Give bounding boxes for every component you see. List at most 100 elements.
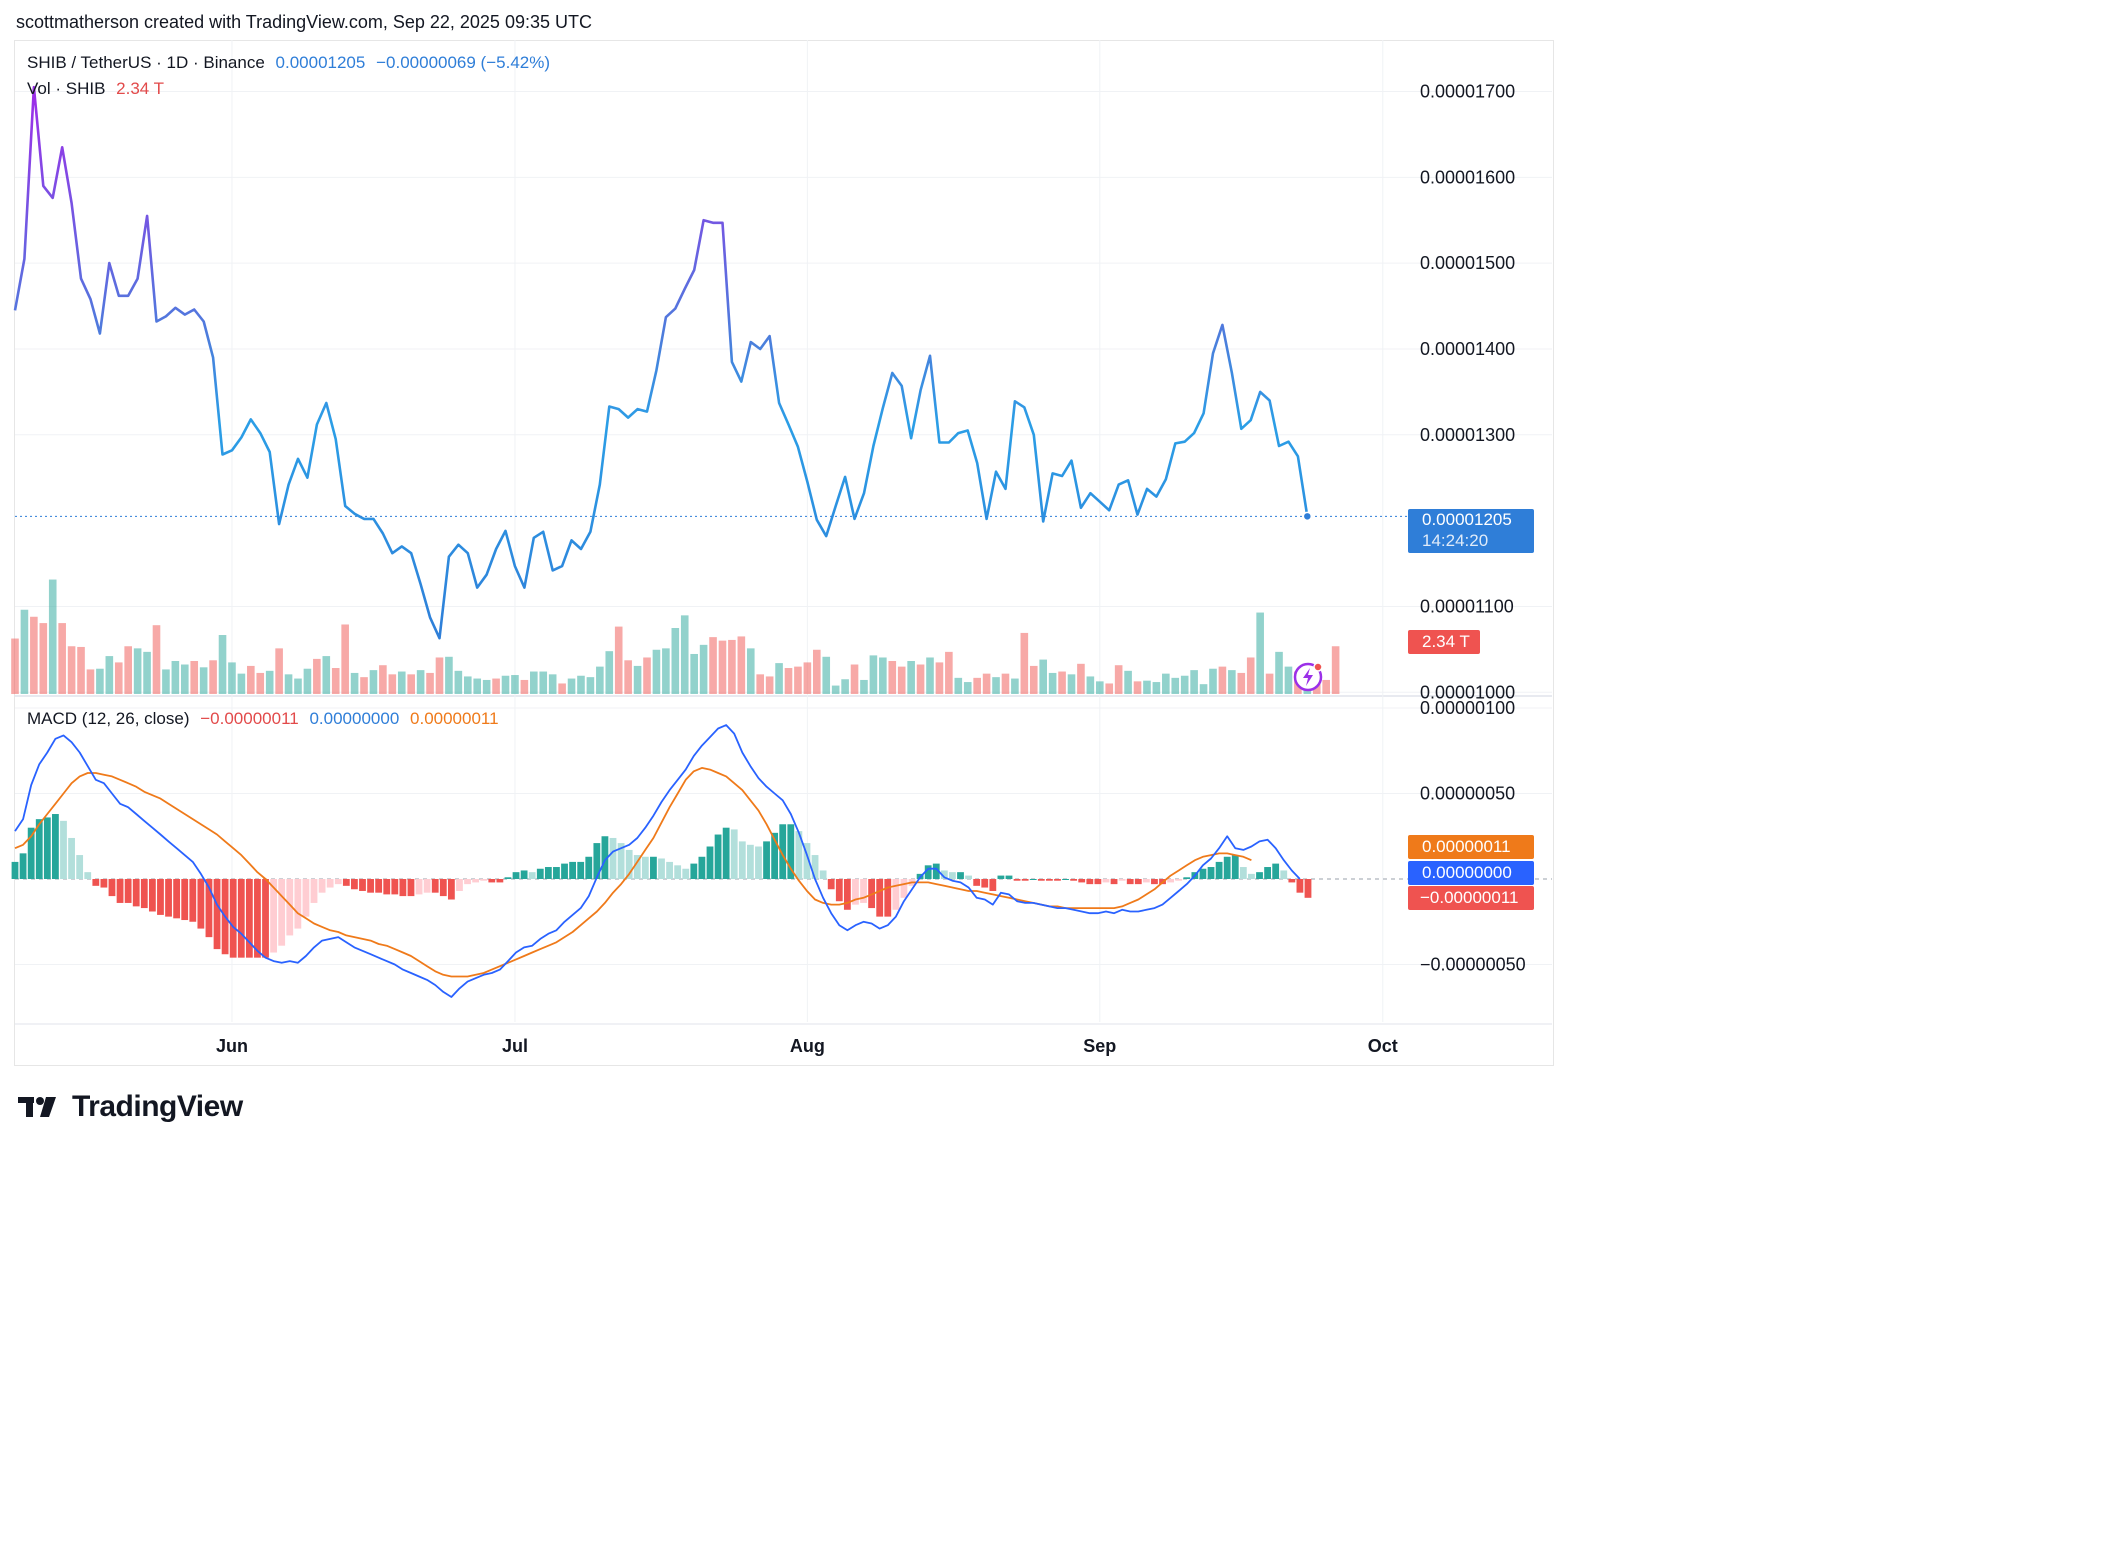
macd-tick-label: −0.00000050: [1420, 955, 1526, 975]
volume-bar: [1095, 681, 1104, 694]
volume-bar: [1322, 679, 1330, 694]
macd-histogram-bar: [229, 879, 237, 958]
volume-bar: [482, 679, 491, 694]
macd-histogram-bar: [997, 875, 1005, 879]
macd-hist-value: −0.00000011: [200, 709, 299, 728]
macd-histogram-bar: [488, 879, 496, 883]
macd-histogram-bar: [1231, 855, 1239, 879]
macd-histogram-bar: [957, 872, 964, 879]
tradingview-logo-icon: [18, 1097, 56, 1117]
macd-histogram-bar: [294, 879, 302, 929]
volume-bar: [662, 648, 670, 694]
symbol-label: SHIB / TetherUS · 1D · Binance: [27, 53, 265, 72]
macd-histogram-bar: [1239, 867, 1247, 879]
macd-line: [14, 724, 1301, 998]
volume-bars: [11, 579, 1340, 694]
volume-bar: [596, 666, 604, 694]
lightning-icon[interactable]: [1293, 661, 1323, 692]
macd-histogram-bar: [973, 879, 981, 886]
volume-bar: [313, 658, 321, 694]
macd-histogram-bar: [464, 879, 471, 885]
macd-histogram-bar: [1288, 879, 1296, 883]
volume-bar: [199, 667, 208, 694]
macd-histogram-bar: [536, 868, 544, 879]
volume-bar: [360, 677, 368, 694]
macd-histogram-bar: [132, 879, 140, 907]
macd-histogram-bar: [367, 879, 374, 893]
volume-bar: [643, 657, 651, 694]
volume-bar: [1143, 680, 1151, 694]
macd-hist-badge: −0.00000011: [1408, 886, 1534, 910]
volume-bar: [1331, 646, 1340, 694]
volume-bar: [746, 648, 755, 694]
volume-bar: [860, 679, 868, 694]
volume-bar: [445, 656, 453, 694]
macd-histogram-bar: [714, 834, 722, 879]
macd-histogram-bar: [730, 829, 738, 879]
macd-histogram-bar: [1013, 879, 1021, 881]
macd-histogram-bar: [787, 824, 795, 879]
volume-bar: [1011, 678, 1019, 694]
macd-histogram-bar: [165, 879, 172, 917]
macd-line-value: 0.00000000: [309, 709, 400, 728]
macd-histogram-bar: [892, 879, 900, 910]
macd-histogram-bar: [722, 827, 730, 879]
volume-bar: [888, 661, 897, 694]
volume-bar: [577, 675, 585, 694]
macd-histogram-bar: [35, 819, 43, 879]
macd-histogram-bar: [1110, 879, 1118, 885]
volume-bar: [680, 615, 689, 694]
macd-histogram-bar: [1102, 879, 1110, 883]
volume-bar: [690, 653, 698, 694]
volume-bar: [1124, 670, 1132, 694]
macd-histogram-bar: [520, 870, 528, 879]
volume-bar: [699, 644, 708, 694]
volume-bar: [548, 674, 557, 694]
volume-bar: [501, 675, 510, 694]
volume-bar: [671, 628, 680, 694]
macd-histogram-bar: [666, 861, 673, 879]
volume-bar: [1190, 670, 1198, 694]
chart-canvas[interactable]: 0.00001700 0.00001600 0.00001500 0.00001400…: [0, 0, 1560, 1080]
macd-histogram-bar: [1207, 867, 1215, 879]
macd-histogram-bar: [528, 872, 536, 879]
last-price-badge: 0.00001205 14:24:20: [1408, 509, 1534, 553]
macd-histogram-bar: [1118, 879, 1126, 881]
volume-bar: [907, 661, 915, 694]
main-legend[interactable]: SHIB / TetherUS · 1D · Binance 0.0000120…: [27, 53, 556, 73]
volume-badge: 2.34 T: [1408, 630, 1480, 654]
macd-histogram-bar: [1021, 879, 1029, 881]
macd-histogram-bar: [1223, 856, 1231, 879]
macd-histogram-bar: [860, 879, 867, 903]
volume-bar: [379, 665, 387, 694]
volume-bar: [369, 670, 378, 694]
volume-bar: [1180, 675, 1189, 694]
tradingview-logo[interactable]: TradingView: [18, 1090, 243, 1124]
macd-legend[interactable]: MACD (12, 26, close) −0.00000011 0.00000…: [27, 709, 505, 729]
macd-histogram-bar: [1062, 879, 1069, 880]
price-line: [13, 85, 1408, 640]
volume-legend[interactable]: Vol · SHIB 2.34 T: [27, 79, 170, 99]
macd-histogram-bar: [116, 879, 124, 903]
macd-histogram-bar: [423, 879, 431, 893]
volume-bar: [794, 666, 802, 694]
volume-bar: [614, 626, 623, 694]
volume-bar: [765, 676, 774, 694]
volume-bar: [114, 662, 123, 694]
volume-bar: [1039, 659, 1047, 694]
volume-bar: [1133, 681, 1142, 694]
volume-bar: [48, 579, 57, 694]
volume-bar: [294, 678, 302, 694]
macd-histogram-bar: [431, 879, 439, 893]
volume-bar: [1020, 632, 1029, 694]
volume-bar: [426, 672, 434, 694]
volume-bar: [916, 664, 925, 694]
volume-bar: [558, 683, 566, 694]
macd-histogram-bar: [68, 837, 75, 879]
macd-histogram-bar: [1280, 870, 1288, 879]
volume-bar: [1246, 657, 1255, 694]
macd-histogram-bar: [108, 879, 116, 897]
volume-bar: [945, 651, 953, 694]
macd-histogram-bar: [407, 879, 415, 897]
macd-histogram-bar: [456, 879, 463, 891]
